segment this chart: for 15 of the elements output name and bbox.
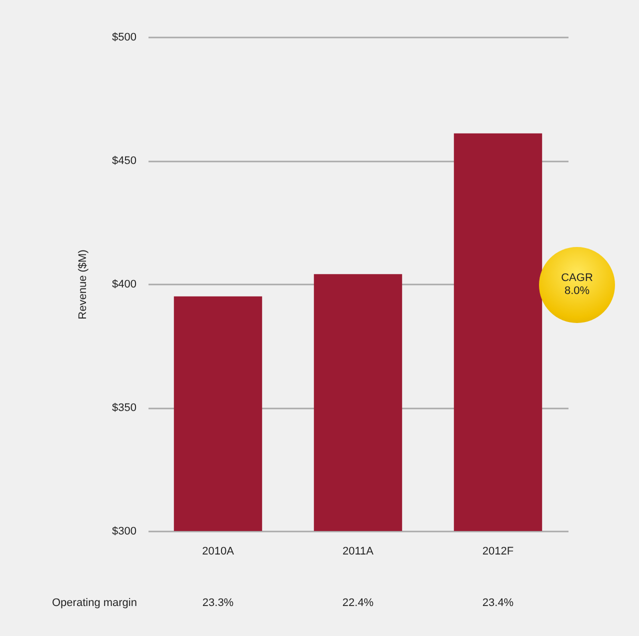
x-tick-label: 2010A xyxy=(202,546,235,558)
text: 23.4% xyxy=(482,597,514,609)
y-tick-label: $300 xyxy=(112,526,136,538)
y-tick-label: $350 xyxy=(112,402,136,414)
text: 22.4% xyxy=(342,597,374,609)
x-tick-label: 2012F xyxy=(482,546,514,558)
y-tick-label: $450 xyxy=(112,155,136,167)
annotation: CAGR 8.0% xyxy=(560,272,594,298)
x-tick-label: 2011A xyxy=(342,546,374,558)
y-axis-title: Revenue ($M) xyxy=(77,250,90,320)
y-tick-label: $400 xyxy=(112,278,136,290)
text: 23.3% xyxy=(202,597,234,609)
badge-icon: CAGR 8.0% xyxy=(539,247,615,323)
y-tick-label: $500 xyxy=(112,32,136,44)
text: Operating margin xyxy=(52,597,137,609)
